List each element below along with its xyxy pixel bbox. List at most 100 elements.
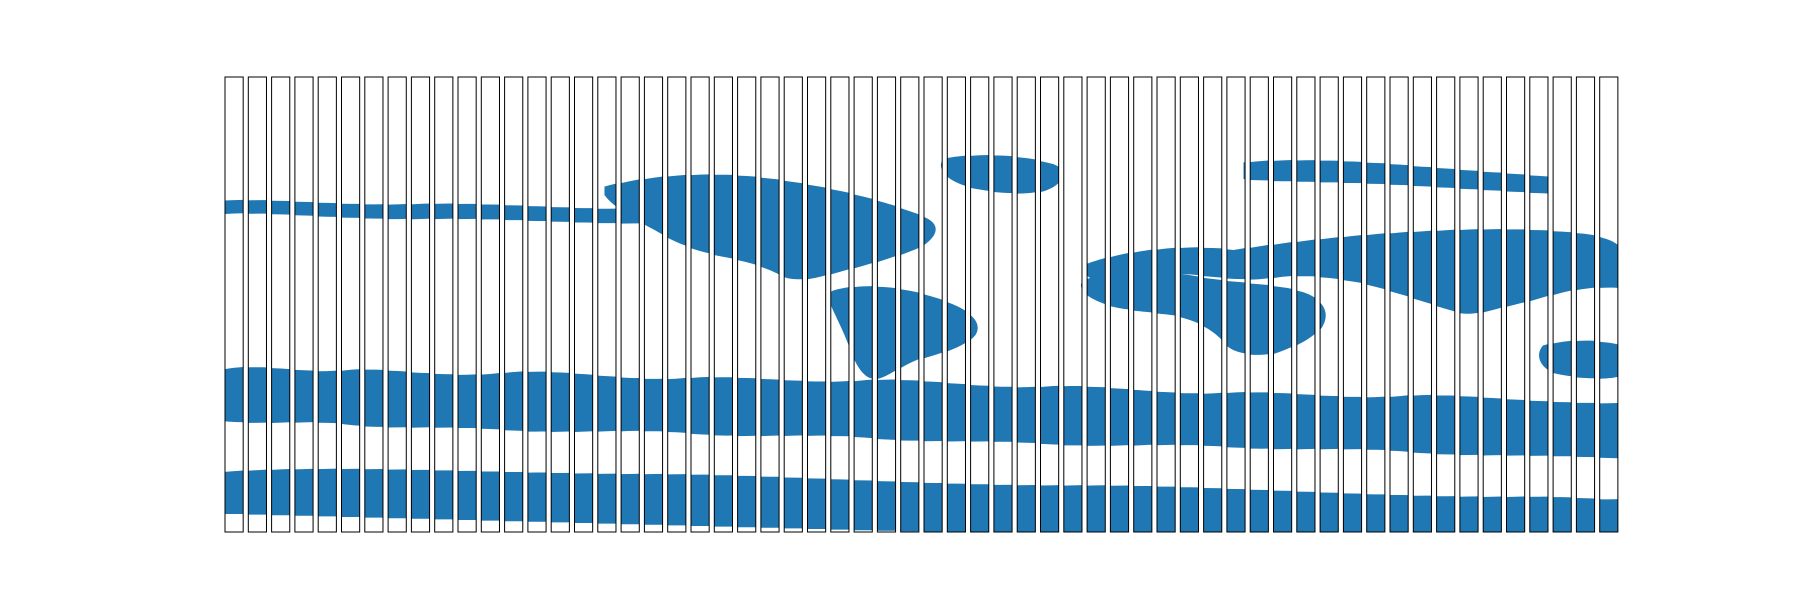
panel-frame (1412, 76, 1432, 533)
map-panel (1412, 76, 1432, 533)
panel-frame (783, 76, 803, 533)
panel-frame (341, 76, 361, 533)
map-panel (1575, 76, 1596, 533)
panel-frame (923, 76, 943, 533)
panel-frame (993, 76, 1013, 533)
panel-background (1413, 77, 1432, 532)
map-panel (713, 76, 733, 533)
panel-background (993, 77, 1013, 532)
map-panel (1133, 76, 1153, 533)
panel-background (1040, 77, 1059, 532)
panel-frame (1063, 76, 1083, 533)
map-panel (993, 76, 1013, 533)
panel-frame (387, 76, 407, 533)
map-panel (1249, 76, 1269, 533)
map-panel (853, 76, 873, 533)
panel-frame (224, 76, 244, 533)
map-panel (457, 76, 477, 533)
panel-frame (1156, 76, 1176, 533)
panel-frame (247, 76, 267, 533)
panel-frame (317, 76, 337, 533)
panel-background (364, 77, 383, 532)
panel-frame (1016, 76, 1036, 533)
panel-frame (550, 76, 570, 533)
map-panel (1063, 76, 1083, 533)
panel-frame (1552, 76, 1572, 533)
panel-background (318, 77, 337, 532)
map-panel (341, 76, 361, 533)
panel-background (644, 77, 663, 532)
panel-background (597, 77, 616, 532)
map-panel (410, 76, 431, 533)
panel-background (1063, 77, 1082, 532)
panel-frame (853, 76, 873, 533)
map-panel (1319, 76, 1339, 533)
panel-frame (807, 76, 827, 533)
panel-frame (830, 76, 850, 533)
panel-background (248, 77, 267, 532)
map-panel (1342, 76, 1363, 533)
map-panel (387, 76, 407, 533)
panel-frame (410, 76, 431, 533)
panel-frame (1506, 76, 1526, 533)
map-panel (1552, 76, 1572, 533)
map-panel (643, 76, 664, 533)
panel-background (1576, 77, 1595, 532)
panel-frame (1296, 76, 1316, 533)
map-panel (1273, 76, 1293, 533)
panel-frame (1529, 76, 1549, 533)
panel-frame (643, 76, 664, 533)
panel-frame (900, 76, 920, 533)
panel-frame (271, 76, 291, 533)
panel-frame (970, 76, 990, 533)
map-panel (434, 76, 454, 533)
panel-frame (946, 76, 966, 533)
panel-background (667, 77, 686, 532)
panel-background (458, 77, 477, 532)
panel-frame (1249, 76, 1269, 533)
map-panel (1436, 76, 1456, 533)
map-panel (550, 76, 570, 533)
panel-frame (1319, 76, 1339, 533)
panel-frame (760, 76, 780, 533)
panel-background (691, 77, 710, 532)
panel-background (970, 77, 989, 532)
panel-frame (1179, 76, 1199, 533)
panel-frame (457, 76, 477, 533)
panel-frame (597, 76, 617, 533)
panel-background (411, 77, 430, 532)
panel-background (388, 77, 407, 532)
map-panel (247, 76, 267, 533)
panel-frame (294, 76, 314, 533)
map-panel (1296, 76, 1316, 533)
panel-background (434, 77, 453, 532)
panel-background (1599, 77, 1618, 532)
panel-frame (574, 76, 594, 533)
map-panels-group (224, 76, 1619, 533)
panel-background (1343, 77, 1362, 532)
panel-background (574, 77, 593, 532)
map-panel (667, 76, 687, 533)
panel-frame (1086, 76, 1106, 533)
panel-background (271, 77, 290, 532)
map-panel (1459, 76, 1479, 533)
panel-frame (1109, 76, 1130, 533)
map-panel (271, 76, 291, 533)
panel-frame (737, 76, 757, 533)
map-panel (807, 76, 827, 533)
panel-frame (1436, 76, 1456, 533)
panel-frame (1389, 76, 1409, 533)
panel-background (784, 77, 803, 532)
panel-background (1529, 77, 1548, 532)
panel-background (1366, 77, 1385, 532)
map-panel (480, 76, 500, 533)
panel-frame (1459, 76, 1479, 533)
panel-background (807, 77, 826, 532)
map-panel (830, 76, 850, 533)
panel-background (294, 77, 314, 532)
map-panel (737, 76, 757, 533)
map-panel (900, 76, 920, 533)
map-panel (690, 76, 710, 533)
map-panel (1086, 76, 1106, 533)
